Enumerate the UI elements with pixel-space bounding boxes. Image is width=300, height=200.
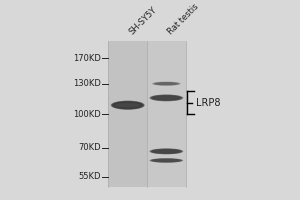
Ellipse shape	[152, 95, 181, 101]
Ellipse shape	[149, 95, 183, 101]
Ellipse shape	[152, 82, 180, 86]
Ellipse shape	[154, 159, 179, 162]
Ellipse shape	[153, 82, 180, 86]
Ellipse shape	[151, 95, 182, 101]
Ellipse shape	[115, 103, 140, 107]
Ellipse shape	[153, 150, 180, 153]
Ellipse shape	[115, 103, 140, 108]
Ellipse shape	[154, 150, 179, 153]
Ellipse shape	[115, 103, 141, 108]
Ellipse shape	[111, 101, 144, 110]
Ellipse shape	[154, 82, 179, 85]
Ellipse shape	[150, 149, 183, 154]
Ellipse shape	[150, 149, 182, 154]
Ellipse shape	[152, 149, 180, 153]
Ellipse shape	[111, 101, 144, 109]
Text: SH-SY5Y: SH-SY5Y	[128, 5, 159, 36]
Ellipse shape	[149, 158, 183, 163]
Text: 100KD: 100KD	[73, 110, 101, 119]
Ellipse shape	[152, 149, 181, 154]
Ellipse shape	[153, 82, 179, 85]
Ellipse shape	[150, 95, 183, 101]
Bar	[147, 41, 186, 187]
Ellipse shape	[151, 159, 182, 162]
Ellipse shape	[151, 149, 181, 154]
Ellipse shape	[152, 149, 181, 154]
Ellipse shape	[152, 82, 181, 86]
Ellipse shape	[151, 149, 182, 154]
Ellipse shape	[151, 159, 181, 162]
Ellipse shape	[114, 102, 141, 108]
Ellipse shape	[149, 148, 183, 154]
Ellipse shape	[152, 96, 180, 100]
Bar	[108, 41, 147, 187]
Ellipse shape	[151, 95, 182, 101]
Ellipse shape	[150, 95, 183, 101]
Ellipse shape	[150, 158, 182, 163]
Text: 130KD: 130KD	[73, 79, 101, 88]
Ellipse shape	[150, 158, 183, 163]
Ellipse shape	[150, 149, 183, 154]
Text: LRP8: LRP8	[196, 98, 220, 108]
Ellipse shape	[113, 102, 142, 109]
Ellipse shape	[153, 150, 179, 153]
Ellipse shape	[154, 150, 178, 153]
Ellipse shape	[151, 149, 182, 154]
Ellipse shape	[152, 159, 181, 162]
Ellipse shape	[112, 101, 143, 109]
Ellipse shape	[153, 150, 180, 153]
Ellipse shape	[149, 148, 183, 154]
Ellipse shape	[154, 96, 179, 100]
Ellipse shape	[154, 96, 179, 100]
Text: 70KD: 70KD	[78, 143, 101, 152]
Ellipse shape	[152, 82, 180, 86]
Ellipse shape	[150, 95, 182, 101]
Ellipse shape	[152, 149, 180, 153]
Ellipse shape	[111, 101, 145, 110]
Ellipse shape	[151, 95, 181, 101]
Ellipse shape	[153, 82, 179, 85]
Ellipse shape	[151, 158, 182, 162]
Ellipse shape	[153, 96, 180, 100]
Ellipse shape	[112, 102, 143, 109]
Ellipse shape	[152, 96, 180, 100]
Ellipse shape	[111, 101, 145, 110]
Ellipse shape	[152, 95, 181, 100]
Ellipse shape	[154, 96, 178, 100]
Ellipse shape	[150, 158, 183, 163]
Ellipse shape	[149, 158, 183, 163]
Ellipse shape	[153, 159, 179, 162]
Ellipse shape	[113, 102, 142, 109]
Ellipse shape	[152, 159, 181, 162]
Ellipse shape	[112, 101, 143, 109]
Ellipse shape	[116, 103, 140, 107]
Ellipse shape	[114, 102, 142, 108]
Text: 55KD: 55KD	[79, 172, 101, 181]
Ellipse shape	[153, 82, 180, 85]
Ellipse shape	[112, 101, 144, 109]
Ellipse shape	[153, 96, 180, 100]
Ellipse shape	[152, 95, 181, 100]
Ellipse shape	[152, 159, 180, 162]
Ellipse shape	[152, 159, 180, 162]
Ellipse shape	[153, 159, 180, 162]
Ellipse shape	[154, 150, 179, 153]
Ellipse shape	[149, 94, 183, 101]
Ellipse shape	[114, 102, 141, 108]
Text: Rat testis: Rat testis	[166, 2, 201, 36]
Ellipse shape	[153, 96, 179, 100]
Ellipse shape	[154, 82, 179, 85]
Text: 170KD: 170KD	[73, 54, 101, 63]
Ellipse shape	[152, 82, 181, 86]
Ellipse shape	[113, 102, 142, 108]
Ellipse shape	[114, 102, 142, 108]
Ellipse shape	[116, 103, 140, 107]
Ellipse shape	[153, 159, 180, 162]
Ellipse shape	[152, 159, 181, 162]
Ellipse shape	[152, 149, 181, 153]
